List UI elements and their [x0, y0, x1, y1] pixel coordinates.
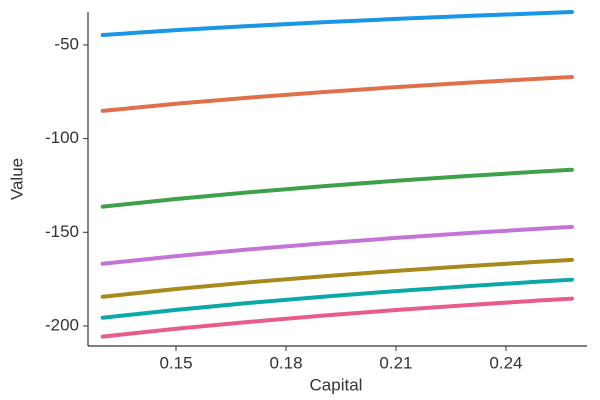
x-tick-label: 0.21: [379, 353, 412, 372]
series-line: [100, 224, 574, 266]
series-line: [100, 296, 574, 339]
y-tick-label: -200: [45, 315, 79, 334]
series-line: [100, 277, 574, 320]
x-axis-label: Capital: [310, 375, 363, 394]
y-tick-label: -100: [45, 128, 79, 147]
series-line: [100, 257, 574, 299]
series-line: [100, 75, 574, 113]
y-tick-label: -150: [45, 222, 79, 241]
series-line: [100, 167, 574, 209]
y-axis-label: Value: [7, 158, 26, 200]
x-tick-label: 0.18: [269, 353, 302, 372]
x-tick-label: 0.24: [489, 353, 522, 372]
x-tick-label: 0.15: [159, 353, 192, 372]
y-tick-label: -50: [54, 34, 79, 53]
series-line: [100, 10, 574, 38]
